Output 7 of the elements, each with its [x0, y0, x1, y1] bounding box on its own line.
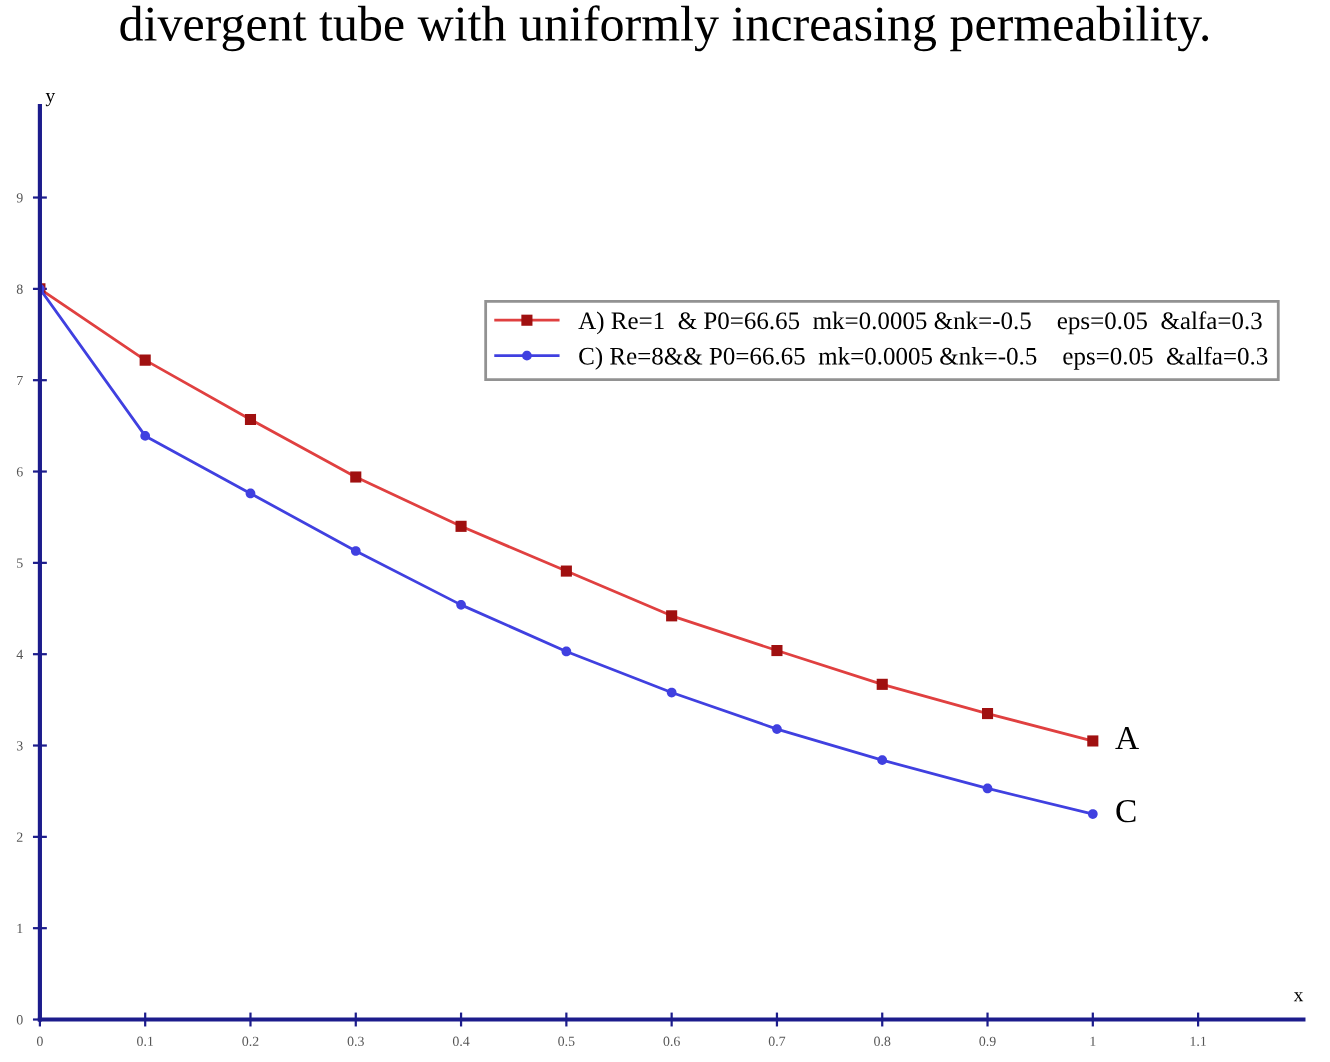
y-axis-title: y	[45, 93, 56, 107]
x-axis-title: x	[1293, 992, 1304, 1002]
annotation: C	[1116, 799, 1136, 823]
legend-label: C) Re=8&& P0=66.65 mk=0.0005 &nk=-0.5 eps=0.05 &alfa=0.3	[579, 346, 1268, 370]
annotation: A	[1115, 726, 1139, 749]
legend-label: A) Re=1 & P0=66.65 mk=0.0005 &nk=-0.5 eps=0.05 &alfa=0.3	[578, 311, 1262, 335]
chart-title: divergent tube with uniformly increasing permeability.	[120, 5, 1209, 52]
